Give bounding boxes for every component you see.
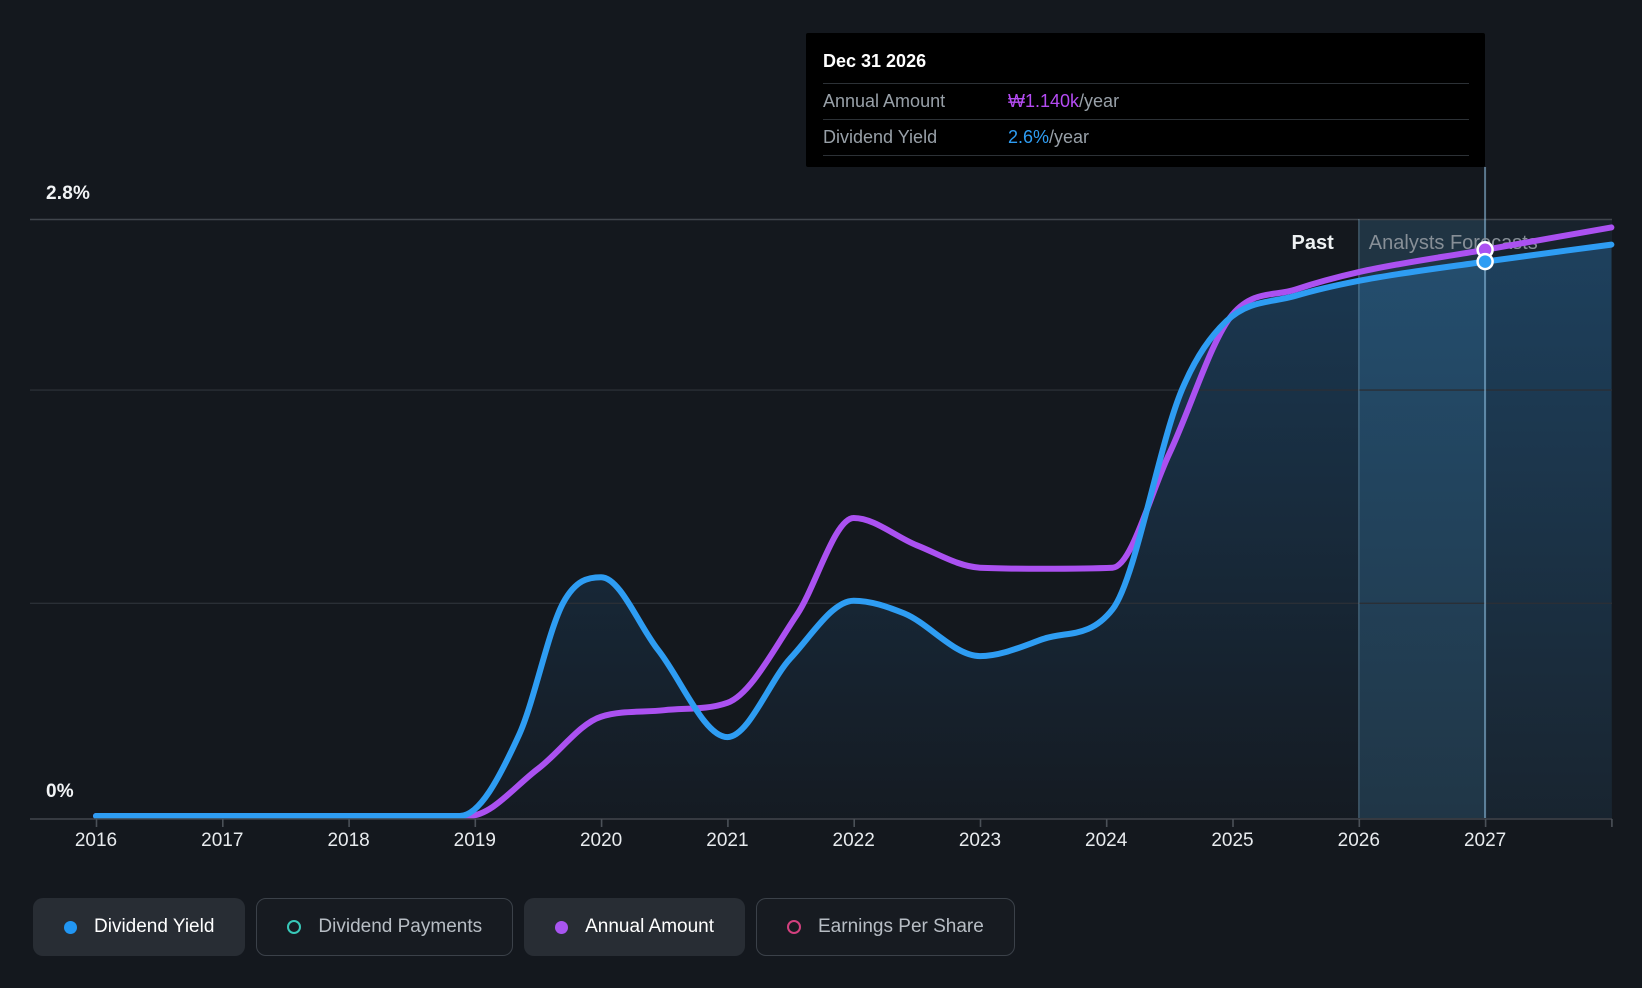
x-axis-label-2026: 2026 — [1337, 830, 1380, 851]
x-axis-label-2024: 2024 — [1085, 830, 1128, 851]
past-label: Past — [1292, 232, 1335, 254]
x-axis-label-2018: 2018 — [327, 830, 370, 851]
x-axis-label-2020: 2020 — [579, 830, 623, 851]
legend-label: Dividend Yield — [94, 916, 215, 937]
legend-button-annual-amount[interactable]: Annual Amount — [524, 898, 745, 956]
legend-button-dividend-yield[interactable]: Dividend Yield — [33, 898, 246, 956]
tooltip-row-value: 2.6% — [1008, 127, 1050, 147]
dividend-yield-area — [96, 244, 1612, 819]
chart-tooltip: Dec 31 2026 Annual Amount ₩1.140k/year Div… — [806, 33, 1485, 167]
tooltip-rows: Annual Amount ₩1.140k/year Dividend Yield 2… — [823, 83, 1469, 156]
dividend-yield-line — [93, 241, 1615, 819]
tooltip-row-value: ₩1.140k — [1008, 91, 1080, 111]
tooltip-row-label: Dividend Yield — [823, 127, 938, 147]
tooltip-row-suffix: /year — [1079, 91, 1120, 111]
x-axis-label-2017: 2017 — [201, 830, 244, 851]
x-axis-label-2027: 2027 — [1463, 830, 1507, 851]
x-axis-label-2023: 2023 — [958, 830, 1002, 851]
tooltip-row-annual-amount: Annual Amount ₩1.140k/year — [823, 83, 1469, 119]
legend-label: Dividend Payments — [318, 916, 483, 937]
legend-button-dividend-payments[interactable]: Dividend Payments — [256, 898, 514, 956]
dividend-yield-marker — [1476, 252, 1494, 271]
annual-amount-dot-icon — [555, 920, 569, 934]
dividend-yield-dot-icon — [64, 920, 77, 934]
x-axis-label-2021: 2021 — [706, 830, 749, 851]
tooltip-row-suffix: /year — [1049, 127, 1090, 147]
x-axis-label-2025: 2025 — [1211, 830, 1254, 851]
legend-label: Earnings Per Share — [818, 916, 984, 937]
tooltip-date: Dec 31 2026 — [823, 51, 927, 71]
x-axis-label-2022: 2022 — [832, 830, 875, 851]
legend-label: Annual Amount — [585, 916, 714, 937]
earnings-per-share-dot-icon — [787, 920, 801, 934]
x-axis-label-2019: 2019 — [453, 830, 496, 851]
tooltip-row-label: Annual Amount — [823, 91, 946, 111]
y-axis-label-bottom: 0% — [46, 781, 74, 802]
y-axis-label-top: 2.8% — [46, 183, 91, 204]
legend-button-earnings-per-share[interactable]: Earnings Per Share — [756, 898, 1015, 956]
x-axis-label-2016: 2016 — [74, 830, 118, 851]
chart-legend: Dividend Yield Dividend Payments Annual Am… — [33, 898, 1015, 956]
tooltip-row-dividend-yield: Dividend Yield 2.6%/year — [823, 119, 1469, 156]
dividend-payments-dot-icon — [287, 920, 302, 934]
